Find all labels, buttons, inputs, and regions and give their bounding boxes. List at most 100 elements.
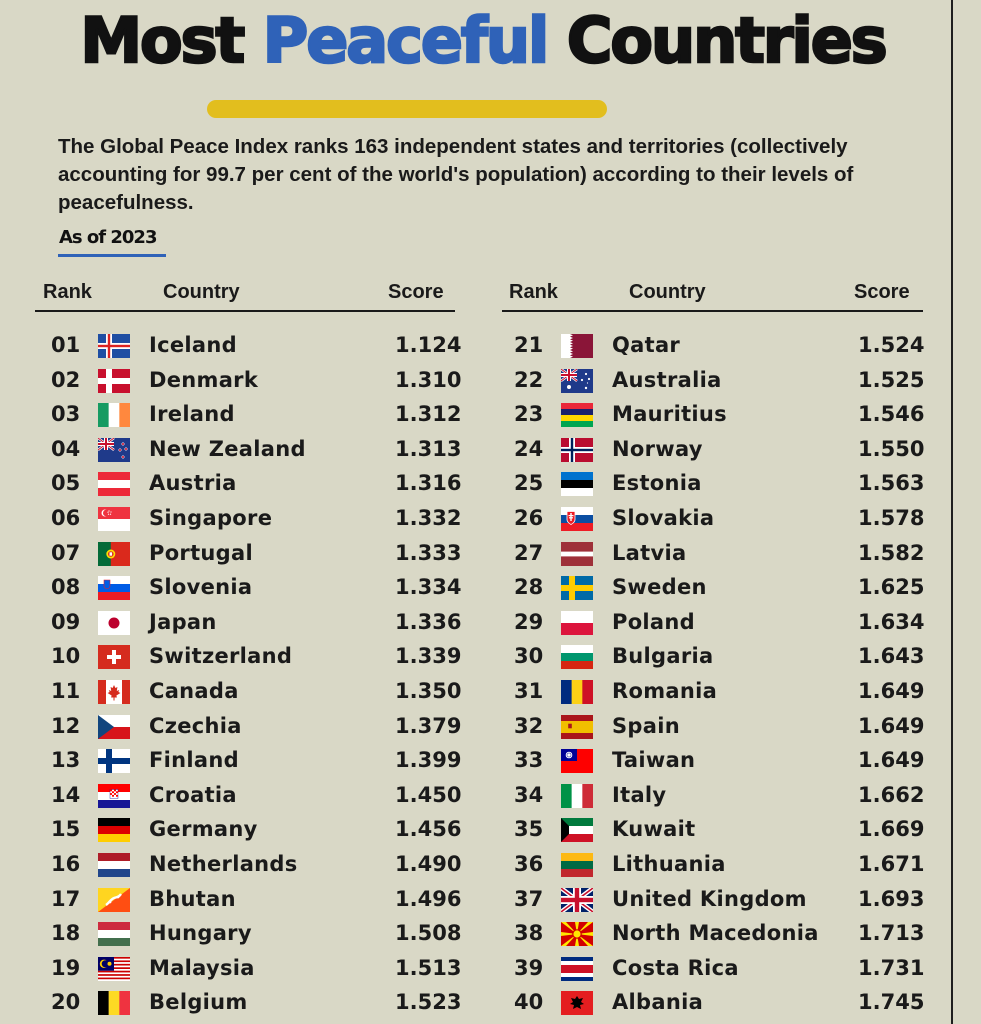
portugal-flag-icon (98, 541, 130, 566)
score-cell: 1.649 (858, 748, 925, 773)
country-cell: United Kingdom (612, 886, 807, 911)
germany-flag-icon (98, 818, 130, 843)
score-cell: 1.312 (395, 402, 462, 427)
north-macedonia-flag-icon (561, 922, 593, 947)
country-cell: Lithuania (612, 852, 726, 876)
albania-flag-icon (561, 991, 593, 1016)
finland-flag-icon (98, 749, 130, 774)
score-cell: 1.333 (395, 540, 462, 565)
country-cell: Spain (612, 713, 680, 738)
country-cell: Romania (612, 679, 718, 703)
country-cell: Ireland (149, 402, 235, 427)
table-row: 03 Ireland 1.312 (51, 399, 481, 429)
table-row: 40 Albania 1.745 (514, 987, 944, 1017)
sweden-flag-icon (561, 576, 593, 601)
country-cell: Costa Rica (612, 955, 739, 980)
rank-cell: 40 (514, 990, 544, 1015)
score-cell: 1.332 (395, 506, 462, 530)
score-cell: 1.379 (395, 713, 462, 738)
belgium-flag-icon (98, 991, 130, 1016)
netherlands-flag-icon (98, 853, 130, 877)
rank-cell: 17 (51, 886, 81, 911)
table-row: 21 Qatar 1.524 (514, 330, 944, 360)
table-row: 38 North Macedonia 1.713 (514, 918, 944, 948)
score-cell: 1.643 (858, 644, 925, 669)
score-cell: 1.563 (858, 471, 925, 496)
country-cell: Bhutan (149, 886, 236, 911)
kuwait-flag-icon (561, 818, 593, 843)
country-cell: Hungary (149, 921, 252, 946)
score-cell: 1.713 (858, 921, 925, 946)
header-score-left: Score (388, 281, 444, 303)
canada-flag-icon (98, 680, 130, 704)
united-kingdom-flag-icon (561, 887, 593, 912)
table-row: 05 Austria 1.316 (51, 468, 481, 498)
score-cell: 1.649 (858, 679, 925, 703)
country-cell: North Macedonia (612, 921, 819, 946)
table-row: 24 Norway 1.550 (514, 434, 944, 464)
score-cell: 1.316 (395, 471, 462, 496)
score-cell: 1.513 (395, 955, 462, 980)
qatar-flag-icon (561, 334, 593, 358)
score-cell: 1.582 (858, 540, 925, 565)
rank-cell: 12 (51, 713, 81, 738)
country-cell: Estonia (612, 471, 702, 496)
table-row: 04 New Zealand 1.313 (51, 434, 481, 464)
country-cell: Iceland (149, 333, 237, 357)
poland-flag-icon (561, 610, 593, 635)
country-cell: Austria (149, 471, 237, 496)
as-of-label: As of 2023 (59, 227, 157, 248)
rank-cell: 24 (514, 436, 544, 461)
score-cell: 1.634 (858, 609, 925, 634)
japan-flag-icon (98, 610, 130, 635)
table-row: 16 Netherlands 1.490 (51, 849, 481, 879)
title-accent: Peaceful (262, 3, 551, 79)
score-cell: 1.339 (395, 644, 462, 669)
taiwan-flag-icon (561, 749, 593, 774)
rank-cell: 06 (51, 506, 81, 530)
table-row: 28 Sweden 1.625 (514, 572, 944, 602)
spain-flag-icon (561, 714, 593, 739)
rank-cell: 33 (514, 748, 544, 773)
malaysia-flag-icon (98, 956, 130, 981)
country-cell: Kuwait (612, 817, 696, 842)
australia-flag-icon (561, 368, 593, 393)
country-cell: Mauritius (612, 402, 727, 427)
country-cell: Portugal (149, 540, 253, 565)
table-row: 37 United Kingdom 1.693 (514, 884, 944, 914)
rank-cell: 10 (51, 644, 81, 669)
table-row: 11 Canada 1.350 (51, 676, 481, 706)
table-row: 14 Croatia 1.450 (51, 780, 481, 810)
table-row: 35 Kuwait 1.669 (514, 814, 944, 844)
rank-cell: 18 (51, 921, 81, 946)
rank-cell: 38 (514, 921, 544, 946)
score-cell: 1.350 (395, 679, 462, 703)
new-zealand-flag-icon (98, 437, 130, 462)
country-cell: Albania (612, 990, 704, 1015)
score-cell: 1.456 (395, 817, 462, 842)
rank-cell: 28 (514, 575, 544, 600)
country-cell: Sweden (612, 575, 707, 600)
table-row: 18 Hungary 1.508 (51, 918, 481, 948)
score-cell: 1.546 (858, 402, 925, 427)
rank-cell: 39 (514, 955, 544, 980)
table-row: 30 Bulgaria 1.643 (514, 641, 944, 671)
romania-flag-icon (561, 680, 593, 704)
header-rank-left: Rank (43, 281, 92, 303)
rank-cell: 13 (51, 748, 81, 773)
score-cell: 1.336 (395, 609, 462, 634)
score-cell: 1.745 (858, 990, 925, 1015)
header-score-right: Score (854, 281, 910, 303)
country-cell: Slovakia (612, 506, 715, 530)
score-cell: 1.523 (395, 990, 462, 1015)
rank-cell: 04 (51, 436, 81, 461)
score-cell: 1.310 (395, 367, 462, 392)
rank-cell: 08 (51, 575, 81, 600)
country-cell: Canada (149, 679, 239, 703)
title-underline-bar (207, 100, 607, 118)
country-cell: Slovenia (149, 575, 253, 600)
rank-cell: 34 (514, 782, 544, 807)
austria-flag-icon (98, 472, 130, 497)
table-row: 07 Portugal 1.333 (51, 538, 481, 568)
score-cell: 1.693 (858, 886, 925, 911)
